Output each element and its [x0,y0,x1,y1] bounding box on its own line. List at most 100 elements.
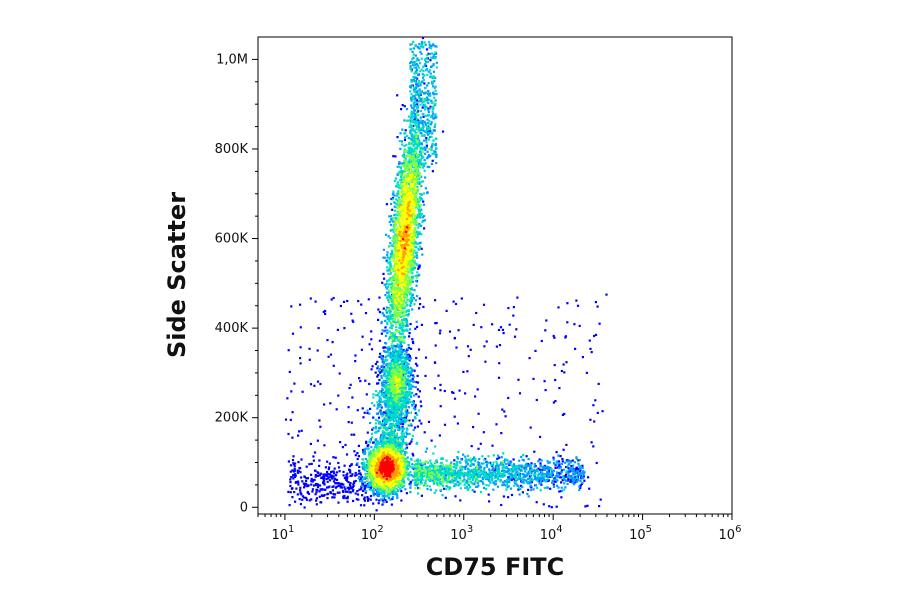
scatter-point [377,494,380,497]
scatter-point [569,478,572,482]
scatter-point [409,146,412,149]
scatter-point [452,474,455,477]
scatter-point [291,496,294,499]
scatter-point [416,263,419,266]
scatter-point [289,464,293,467]
scatter-point [562,468,566,471]
scatter-point [414,80,417,83]
scatter-point [420,97,424,100]
scatter-point [316,486,320,489]
scatter-point [387,387,390,390]
scatter-point [315,491,318,494]
scatter-point [491,444,494,447]
scatter-point [402,373,405,376]
scatter-point [424,450,427,453]
scatter-point [461,474,464,477]
scatter-point [413,98,416,101]
scatter-point [401,355,405,358]
scatter-point [550,470,554,473]
scatter-point [394,336,397,339]
scatter-point [374,362,377,366]
scatter-point [507,476,510,479]
scatter-point [299,491,302,494]
scatter-point [413,114,417,117]
scatter-point [408,328,411,331]
scatter-point [385,414,388,417]
scatter-point [403,405,406,409]
scatter-point [424,130,427,133]
scatter-point [415,393,418,396]
scatter-point [413,90,416,93]
scatter-point [470,445,473,448]
scatter-point [420,57,423,60]
scatter-point [416,93,419,96]
scatter-point [435,61,438,64]
scatter-point [406,378,409,381]
scatter-point [396,344,399,347]
scatter-point [381,387,384,390]
scatter-point [511,469,514,472]
scatter-point [383,374,386,378]
scatter-point [454,464,457,467]
scatter-point [498,344,502,347]
scatter-point [509,472,512,475]
scatter-point [480,462,484,465]
scatter-point [368,481,372,484]
scatter-point [374,394,378,397]
scatter-point [403,132,406,135]
scatter-point [298,498,301,501]
scatter-point [375,390,378,393]
scatter-point [387,279,391,282]
scatter-point [399,453,402,456]
scatter-point [423,64,426,67]
scatter-point [359,476,362,479]
scatter-point [490,472,493,475]
scatter-point [386,405,389,408]
scatter-point [416,82,419,86]
scatter-point [435,479,438,482]
scatter-point [412,475,415,478]
scatter-point [416,64,419,67]
scatter-point [416,182,419,185]
scatter-point [380,390,383,393]
scatter-point [411,434,414,437]
scatter-point [440,469,443,472]
scatter-point [321,494,324,497]
scatter-point [409,486,412,489]
scatter-point [483,458,486,461]
scatter-point [514,480,517,483]
scatter-point [407,371,411,374]
scatter-point [434,144,437,147]
scatter-point [395,203,398,206]
scatter-point [359,380,362,383]
scatter-point [335,474,338,477]
scatter-point [544,329,547,332]
scatter-point [409,480,412,483]
scatter-point [501,484,504,487]
scatter-point [477,480,480,483]
scatter-point [375,493,378,496]
scatter-point [391,347,394,350]
scatter-point [445,480,448,483]
scatter-point [488,500,491,503]
scatter-point [382,434,385,437]
scatter-point [503,472,506,476]
scatter-point [422,203,426,206]
scatter-point [462,453,465,456]
scatter-point [417,247,420,250]
scatter-point [396,173,399,177]
scatter-point [390,366,393,369]
scatter-point [553,336,556,339]
scatter-point [390,331,393,335]
scatter-point [350,433,353,436]
scatter-point [404,366,407,369]
scatter-point [384,359,387,362]
scatter-point [520,469,523,472]
scatter-point [391,196,395,200]
scatter-point [364,379,367,382]
scatter-point [301,480,304,483]
scatter-point [386,256,389,259]
scatter-point [456,422,459,425]
scatter-point [405,492,408,495]
scatter-point [355,463,358,466]
